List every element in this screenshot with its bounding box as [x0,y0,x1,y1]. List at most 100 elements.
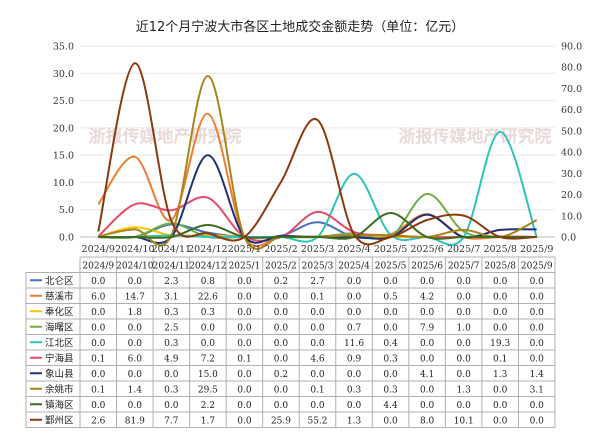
table-cell: 0.0 [310,339,325,349]
x-tick-label: 2024/11 [152,244,191,255]
table-cell: 0.0 [237,308,252,318]
table-cell: 0.0 [493,324,508,334]
chart-title: 近12个月宁波大市各区土地成交金额走势（单位：亿元） [136,19,465,35]
table-cell: 0.0 [530,293,545,303]
table-cell: 0.0 [530,324,545,334]
table-cell: 0.0 [237,386,252,396]
table-cell: 0.0 [420,355,435,365]
y-right-tick-label: 10.0 [561,211,582,222]
table-cell: 0.3 [383,355,398,365]
table-header-cell: 2025/8 [484,262,516,272]
x-tick-label: 2024/12 [188,244,227,255]
table-cell: 0.0 [237,339,252,349]
table-cell: 0.3 [201,308,216,318]
x-tick-label: 2025/4 [337,244,370,255]
table-header-cell: 2025/3 [302,262,334,272]
table-cell: 0.0 [237,324,252,334]
table-cell: 0.0 [310,308,325,318]
table-cell: 6.0 [91,293,106,303]
table-cell: 0.0 [456,308,471,318]
table-cell: 0.0 [493,417,508,427]
table-cell: 0.0 [274,293,289,303]
table-cell: 0.0 [237,417,252,427]
table-cell: 0.0 [456,339,471,349]
table-cell: 7.2 [201,355,215,365]
table-cell: 14.7 [125,293,145,303]
table-cell: 0.0 [201,324,216,334]
table-cell: 0.0 [237,277,252,287]
table-cell: 0.0 [456,355,471,365]
table-cell: 0.3 [383,386,398,396]
table-header-cell: 2024/9 [82,262,114,272]
table-cell: 0.8 [201,277,216,287]
table-cell: 0.0 [274,401,289,411]
table-cell: 0.0 [347,401,362,411]
table-cell: 4.4 [383,401,398,411]
table-cell: 0.5 [383,293,398,303]
table-cell: 0.0 [274,324,289,334]
watermark-right: 浙报传媒地产研究院 [399,126,552,147]
table-cell: 0.4 [383,339,398,349]
table-cell: 0.0 [91,324,106,334]
table-header-cell: 2025/6 [411,262,443,272]
legend-label-海曙区: 海曙区 [45,322,74,334]
table-cell: 0.0 [347,308,362,318]
table-cell: 15.0 [198,370,218,380]
table-cell: 0.0 [493,277,508,287]
table-cell: 0.0 [201,339,216,349]
x-tick-label: 2025/6 [410,244,443,255]
table-cell: 0.0 [237,370,252,380]
x-tick-label: 2025/3 [301,244,334,255]
table-cell: 0.0 [274,339,289,349]
table-cell: 0.1 [310,293,324,303]
table-cell: 0.2 [274,277,288,287]
y-left-tick-label: 5.0 [59,205,74,216]
y-right-tick-label: 60.0 [561,105,582,116]
legend-label-宁海县: 宁海县 [45,353,74,365]
table-header-cell: 2024/11 [153,262,190,272]
y-axis-right-ticks: 0.0 10.0 20.0 30.0 40.0 50.0 60.0 70.0 80.0 90.0 [561,42,582,244]
table-cell: 0.3 [164,308,179,318]
x-tick-label: 2025/1 [228,244,261,255]
table-cell: 10.1 [454,417,474,427]
table-cell: 0.0 [91,308,106,318]
table-cell: 0.9 [347,355,362,365]
table-cell: 1.4 [530,370,545,380]
table-cell: 2.2 [201,401,215,411]
table-cell: 4.1 [420,370,434,380]
table-cell: 1.3 [456,386,471,396]
table-cell: 0.0 [530,308,545,318]
table-cell: 0.0 [530,339,545,349]
table-cell: 0.0 [310,401,325,411]
table-cell: 0.0 [347,277,362,287]
table-cell: 0.0 [456,293,471,303]
table-cell: 0.0 [164,370,179,380]
table-cell: 0.3 [347,386,362,396]
table-header-cell: 2025/4 [338,262,370,272]
table-cell: 0.0 [128,370,143,380]
table-cell: 0.7 [347,324,362,334]
data-table: 2024/9 2024/10 2024/11 2024/12 2025/1 2025/2 2… [25,256,556,428]
y-axis-left-ticks: 0.0 5.0 10.0 15.0 20.0 25.0 30.0 35.0 [53,42,74,244]
table-header-cell: 2025/2 [265,262,297,272]
table-cell: 7.9 [420,324,435,334]
table-cell: 0.0 [383,417,398,427]
table-cell: 19.3 [490,339,510,349]
y-left-tick-label: 25.0 [53,96,74,107]
x-tick-label: 2025/5 [374,244,407,255]
table-cell: 2.6 [91,417,106,427]
table-cell: 0.0 [383,370,398,380]
table-cell: 4.9 [164,355,179,365]
table-header-cell: 2024/10 [116,262,154,272]
table-cell: 6.0 [128,355,143,365]
table-cell: 0.1 [493,355,507,365]
table-header-cell: 2025/5 [375,262,407,272]
y-right-tick-label: 0.0 [561,233,576,244]
table-cell: 0.0 [493,308,508,318]
y-left-tick-label: 20.0 [53,123,74,134]
table-cell: 0.0 [383,277,398,287]
table-cell: 0.1 [91,386,105,396]
table-cell: 0.0 [91,339,106,349]
table-header-cell: 2025/9 [521,262,553,272]
